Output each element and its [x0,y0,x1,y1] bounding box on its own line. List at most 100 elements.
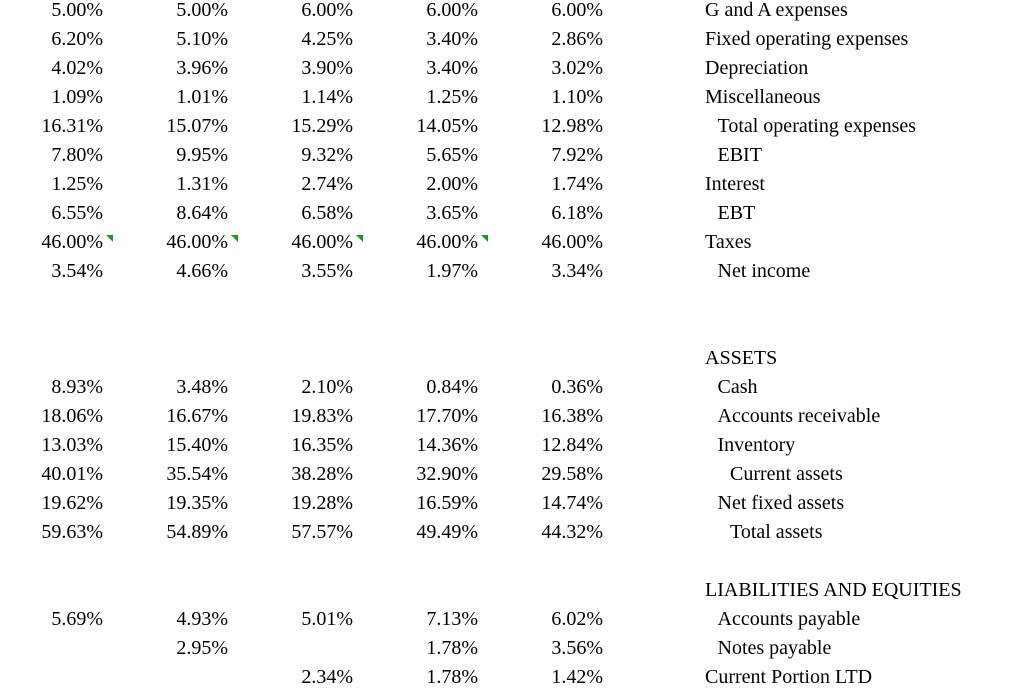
row-label: Cash [717,376,758,398]
cell-value: 3.34% [551,260,603,282]
cell-value: 14.36% [416,434,478,456]
cell-value: 2.74% [301,173,353,195]
cell-value: 6.02% [551,608,603,630]
cell-value: 3.55% [301,260,353,282]
cell-value: 5.10% [176,28,228,50]
row-label: EBT [717,202,756,224]
cell-value: 6.00% [426,0,478,21]
cell-value: 46.00% [291,231,353,253]
cell-value: 16.35% [291,434,353,456]
cell-value: 4.25% [301,28,353,50]
cell-value: 19.83% [291,405,353,427]
cell-value: 5.01% [301,608,353,630]
cell-value: 57.57% [291,521,353,543]
cell-value: 14.74% [541,492,603,514]
row-label: EBIT [717,144,762,166]
cell-value: 46.00% [166,231,228,253]
cell-value: 8.64% [176,202,228,224]
row-label: Net income [717,260,811,282]
cell-value: 15.40% [166,434,228,456]
row-label: Miscellaneous [705,86,821,108]
row-label: Notes payable [717,637,832,659]
row-label: Current Portion LTD [705,666,873,688]
cell-flag [106,235,113,242]
row-label: Taxes [705,231,752,253]
cell-value: 3.54% [51,260,103,282]
cell-value: 2.10% [301,376,353,398]
row-label: Current assets [730,463,843,485]
cell-value: 1.01% [176,86,228,108]
cell-value: 9.95% [176,144,228,166]
cell-value: 1.25% [51,173,103,195]
cell-value: 54.89% [166,521,228,543]
cell-value: 2.86% [551,28,603,50]
cell-value: 46.00% [541,231,603,253]
cell-value: 5.69% [51,608,103,630]
row-label: Total assets [730,521,823,543]
cell-value: 3.96% [176,57,228,79]
cell-value: 4.02% [51,57,103,79]
cell-value: 32.90% [416,463,478,485]
cell-value: 17.70% [416,405,478,427]
row-label: G and A expenses [705,0,848,21]
section-heading: ASSETS [705,347,778,369]
cell-value: 19.28% [291,492,353,514]
cell-value: 7.80% [51,144,103,166]
cell-value: 16.59% [416,492,478,514]
cell-value: 14.05% [416,115,478,137]
row-label: Interest [705,173,765,195]
cell-value: 6.20% [51,28,103,50]
cell-value: 3.90% [301,57,353,79]
cell-flag [231,235,238,242]
row-label: Fixed operating expenses [705,28,909,50]
cell-flag [356,235,363,242]
cell-value: 4.93% [176,608,228,630]
cell-value: 35.54% [166,463,228,485]
cell-value: 4.66% [176,260,228,282]
cell-value: 46.00% [41,231,103,253]
cell-value: 0.36% [551,376,603,398]
cell-value: 6.00% [551,0,603,21]
cell-value: 1.97% [426,260,478,282]
cell-value: 29.58% [541,463,603,485]
cell-value: 6.18% [551,202,603,224]
cell-value: 16.31% [41,115,103,137]
cell-value: 3.02% [551,57,603,79]
cell-value: 38.28% [291,463,353,485]
cell-value: 2.95% [176,637,228,659]
row-label: Total operating expenses [717,115,917,137]
cell-value: 3.40% [426,57,478,79]
cell-value: 1.42% [551,666,603,688]
cell-value: 7.13% [426,608,478,630]
cell-flag [481,235,488,242]
cell-value: 1.14% [301,86,353,108]
cell-value: 19.35% [166,492,228,514]
cell-value: 12.84% [541,434,603,456]
cell-value: 9.32% [301,144,353,166]
cell-value: 15.07% [166,115,228,137]
cell-value: 1.10% [551,86,603,108]
cell-value: 3.48% [176,376,228,398]
cell-value: 6.00% [301,0,353,21]
cell-value: 0.84% [426,376,478,398]
cell-value: 40.01% [41,463,103,485]
cell-value: 2.34% [301,666,353,688]
cell-value: 12.98% [541,115,603,137]
cell-value: 6.55% [51,202,103,224]
cell-value: 46.00% [416,231,478,253]
row-label: Accounts payable [717,608,861,630]
cell-value: 7.92% [551,144,603,166]
cell-value: 3.56% [551,637,603,659]
cell-value: 6.58% [301,202,353,224]
cell-value: 59.63% [41,521,103,543]
cell-value: 1.78% [426,637,478,659]
cell-value: 3.65% [426,202,478,224]
row-label: Inventory [717,434,796,456]
row-label: Accounts receivable [717,405,881,427]
row-label: Depreciation [705,57,809,79]
cell-value: 13.03% [41,434,103,456]
cell-value: 1.25% [426,86,478,108]
cell-value: 1.74% [551,173,603,195]
cell-value: 18.06% [41,405,103,427]
